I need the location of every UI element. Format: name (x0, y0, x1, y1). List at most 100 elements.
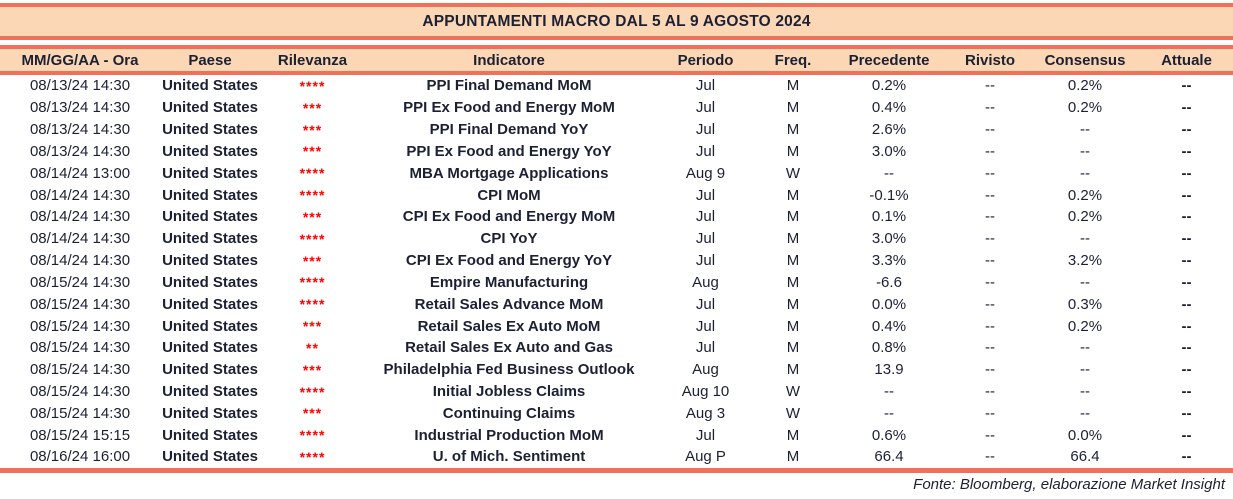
row-actual: -- (1181, 230, 1192, 248)
row-previous: -- (884, 383, 894, 400)
row-period: Jul (695, 99, 716, 117)
row-period: Jul (695, 186, 716, 204)
row-indicator: PPI Ex Food and Energy YoY (406, 142, 612, 160)
row-revised: -- (985, 230, 995, 248)
table-row: 08/14/24 14:30 United States *** CPI Ex … (0, 250, 1233, 272)
row-frequency: M (786, 186, 800, 204)
row-indicator: PPI Ex Food and Energy MoM (403, 99, 615, 117)
row-indicator: Continuing Claims (442, 404, 576, 422)
row-consensus: -- (1080, 230, 1090, 248)
row-previous: -6.6 (876, 273, 902, 291)
row-actual: -- (1181, 99, 1192, 117)
row-datetime: 08/13/24 14:30 (29, 77, 131, 95)
row-datetime: 08/14/24 14:30 (29, 230, 131, 248)
row-frequency: W (785, 404, 801, 422)
row-indicator: Empire Manufacturing (429, 273, 589, 291)
row-consensus: -- (1080, 339, 1090, 357)
row-actual: -- (1181, 295, 1192, 313)
row-period: Jul (695, 77, 716, 95)
row-previous: 0.2% (871, 77, 907, 95)
row-revised: -- (985, 121, 995, 139)
table-row: 08/14/24 13:00 United States **** MBA Mo… (0, 162, 1233, 184)
relevance-stars: *** (302, 99, 323, 116)
relevance-stars: *** (302, 143, 323, 160)
column-header-period: Periodo (677, 51, 734, 69)
bottom-divider (0, 467, 1233, 473)
table-row: 08/13/24 14:30 United States **** PPI Fi… (0, 75, 1233, 97)
title-band: APPUNTAMENTI MACRO DAL 5 AL 9 AGOSTO 202… (0, 3, 1233, 40)
row-revised: -- (985, 273, 995, 291)
row-datetime: 08/13/24 14:30 (29, 99, 131, 117)
row-revised: -- (985, 99, 995, 117)
row-frequency: M (786, 121, 800, 139)
row-indicator: Retail Sales Ex Auto and Gas (405, 339, 613, 357)
table-row: 08/14/24 14:30 United States **** CPI Mo… (0, 184, 1233, 206)
row-frequency: M (786, 448, 800, 466)
row-revised: -- (985, 317, 995, 335)
column-header-country: Paese (188, 51, 232, 69)
table-row: 08/13/24 14:30 United States *** PPI Ex … (0, 97, 1233, 119)
row-previous: 3.0% (871, 230, 907, 248)
row-consensus: 0.2% (1067, 186, 1103, 204)
row-period: Jul (695, 121, 716, 139)
table-row: 08/16/24 16:00 United States **** U. of … (0, 446, 1233, 468)
table-row: 08/15/24 15:15 United States **** Indust… (0, 424, 1233, 446)
relevance-stars: **** (299, 165, 326, 182)
row-frequency: M (786, 230, 800, 248)
row-frequency: M (786, 339, 800, 357)
table-body: 08/13/24 14:30 United States **** PPI Fi… (0, 75, 1233, 468)
row-previous: 0.6% (871, 426, 907, 444)
row-datetime: 08/13/24 14:30 (29, 121, 131, 139)
row-datetime: 08/15/24 14:30 (29, 273, 131, 291)
row-datetime: 08/15/24 15:15 (29, 426, 131, 444)
row-actual: -- (1181, 448, 1192, 466)
relevance-stars: **** (299, 383, 326, 400)
row-frequency: M (786, 317, 800, 335)
row-period: Jul (695, 142, 716, 160)
table-row: 08/15/24 14:30 United States *** Philade… (0, 359, 1233, 381)
row-consensus: -- (1080, 383, 1090, 400)
relevance-stars: *** (302, 121, 323, 138)
row-period: Jul (695, 295, 716, 313)
row-previous: 2.6% (871, 121, 907, 139)
row-country: United States (162, 295, 258, 313)
row-datetime: 08/15/24 14:30 (29, 404, 131, 422)
table-row: 08/15/24 14:30 United States *** Continu… (0, 402, 1233, 424)
row-actual: -- (1181, 121, 1192, 139)
column-header-actual: Attuale (1161, 51, 1212, 69)
row-revised: -- (985, 339, 995, 357)
row-revised: -- (985, 295, 995, 313)
row-revised: -- (985, 142, 995, 160)
row-indicator: PPI Final Demand MoM (426, 77, 592, 95)
row-actual: -- (1181, 426, 1192, 444)
row-consensus: 3.2% (1067, 252, 1103, 270)
row-period: Aug P (685, 448, 726, 466)
macro-calendar-document: APPUNTAMENTI MACRO DAL 5 AL 9 AGOSTO 202… (0, 3, 1233, 499)
row-indicator: U. of Mich. Sentiment (432, 448, 586, 466)
row-period: Jul (695, 252, 716, 270)
row-consensus: 0.0% (1067, 426, 1103, 444)
row-period: Aug 9 (685, 164, 726, 182)
row-country: United States (162, 426, 258, 444)
row-previous: 66.4 (874, 448, 904, 466)
row-consensus: -- (1080, 361, 1090, 379)
row-indicator: CPI MoM (477, 186, 541, 204)
row-consensus: -- (1080, 142, 1090, 160)
row-country: United States (162, 208, 258, 226)
row-period: Aug (692, 361, 719, 379)
row-actual: -- (1181, 252, 1192, 270)
table-row: 08/13/24 14:30 United States *** PPI Fin… (0, 119, 1233, 141)
band-gap (0, 40, 1233, 45)
relevance-stars: ** (306, 339, 319, 356)
row-country: United States (162, 448, 258, 466)
relevance-stars: **** (299, 77, 326, 94)
table-header-row: MM/GG/AA - Ora Paese Rilevanza Indicator… (0, 45, 1233, 75)
relevance-stars: **** (299, 427, 326, 444)
row-country: United States (162, 273, 258, 291)
row-country: United States (162, 361, 258, 379)
row-previous: 0.8% (871, 339, 907, 357)
row-previous: -- (884, 164, 894, 182)
row-previous: -0.1% (869, 186, 909, 204)
table-row: 08/15/24 14:30 United States **** Initia… (0, 381, 1233, 403)
table-row: 08/14/24 14:30 United States *** CPI Ex … (0, 206, 1233, 228)
